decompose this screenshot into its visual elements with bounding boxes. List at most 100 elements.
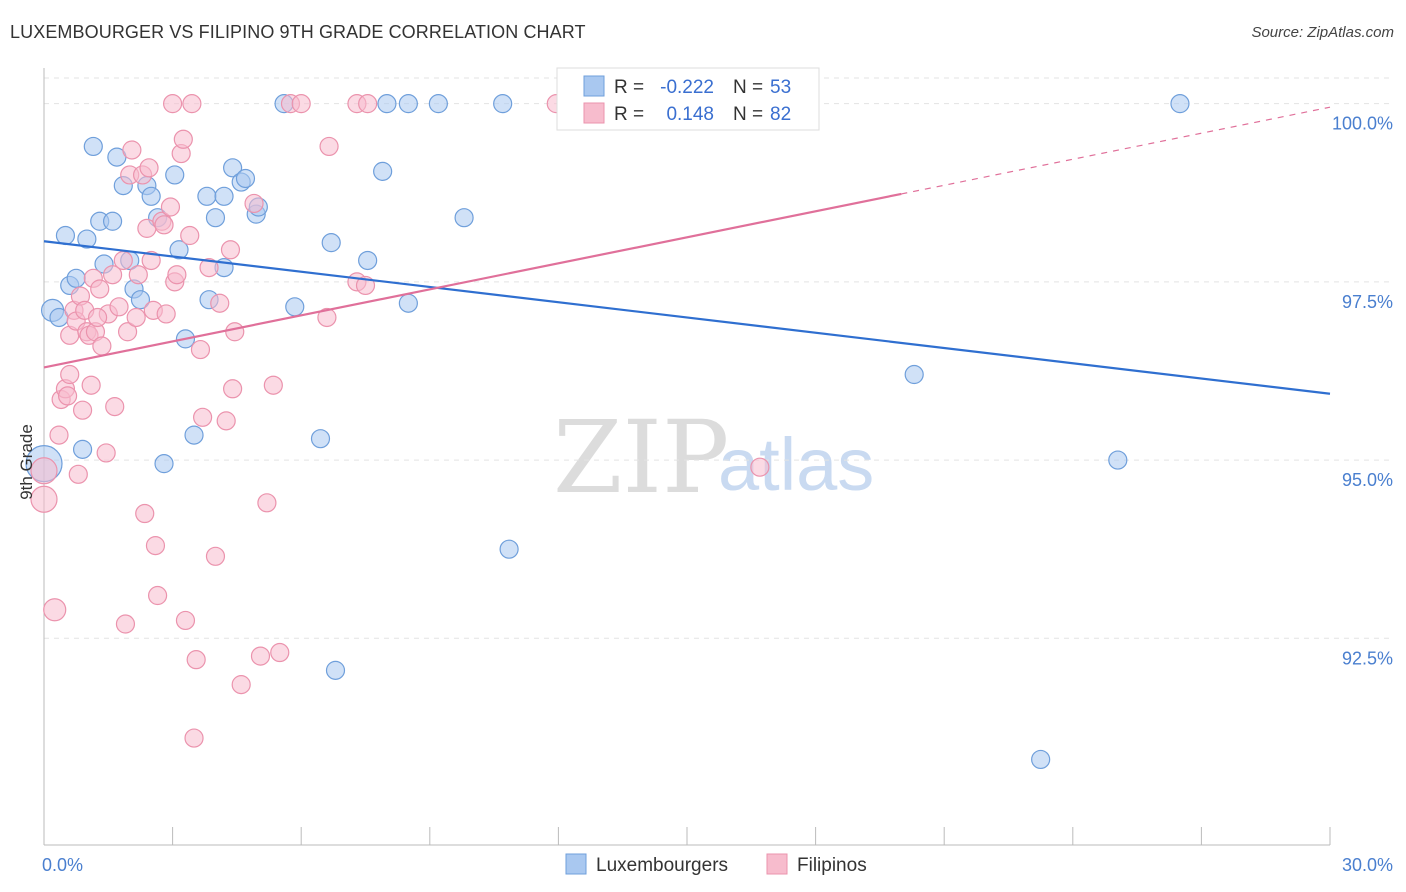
filipino-point (109, 297, 129, 317)
filipino-point (117, 322, 138, 342)
filipino-point (180, 225, 200, 246)
filipino-point (156, 304, 176, 324)
luxembourger-point (310, 429, 331, 449)
filipino-point (182, 94, 202, 114)
filipino-point (135, 503, 155, 524)
filipino-point (205, 546, 226, 566)
luxembourger-point (325, 660, 346, 680)
y-tick-label: 100.0% (1332, 114, 1393, 134)
filipino-point (126, 307, 146, 328)
luxembourger-point (83, 136, 103, 157)
filipino-point (145, 536, 166, 556)
filipino-trend-line-extension (901, 106, 1331, 195)
luxembourger-point (214, 186, 234, 206)
filipino-point (60, 364, 80, 385)
watermark-zip: ZIP (553, 399, 729, 516)
legend-n-value-2: 82 (770, 104, 791, 125)
filipino-point (163, 94, 183, 114)
filipinos-points (30, 94, 770, 748)
luxembourger-point (1108, 450, 1128, 470)
filipino-point (244, 193, 264, 214)
filipino-point (96, 443, 116, 463)
filipino-point (57, 386, 78, 406)
luxembourger-point (285, 297, 305, 317)
luxembourger-point (377, 94, 397, 114)
luxembourger-point (373, 161, 393, 181)
filipino-point (105, 397, 125, 417)
luxembourger-point (169, 240, 189, 260)
filipino-point (750, 457, 770, 477)
luxembourger-point (904, 364, 924, 385)
luxembourger-point (493, 94, 513, 114)
legend-swatch-pink (583, 102, 605, 124)
filipino-point (154, 215, 174, 235)
luxembourger-point (184, 425, 204, 445)
filipino-trend-line (43, 192, 902, 369)
legend-n-label-2: N = (733, 104, 763, 125)
filipino-point (92, 336, 112, 356)
y-tick-label: 95.0% (1342, 470, 1393, 490)
x-tick-labels: 0.0% 30.0% (42, 855, 1393, 875)
filipino-point (220, 240, 241, 260)
luxembourger-point (55, 225, 76, 246)
filipino-point (319, 136, 339, 157)
luxembourger-point (77, 229, 97, 249)
luxembourger-trend-line (43, 240, 1331, 395)
luxembourger-point (358, 250, 378, 271)
filipino-point (72, 400, 93, 420)
filipino-point (225, 322, 245, 342)
luxembourger-point (321, 233, 341, 253)
filipino-point (81, 375, 101, 395)
filipino-point (291, 94, 311, 114)
luxembourger-point (499, 539, 519, 559)
filipino-point (147, 585, 168, 606)
legend-r-value-2: 0.148 (666, 104, 714, 125)
watermark-atlas: atlas (718, 423, 874, 506)
filipino-point (102, 265, 123, 285)
luxembourger-point (165, 165, 185, 185)
y-tick-labels: 92.5% 95.0% 97.5% 100.0% (1332, 114, 1393, 669)
y-axis-label: 9th Grade (17, 424, 36, 500)
filipino-point (90, 279, 110, 299)
legend-n-value-1: 53 (770, 77, 791, 98)
luxembourger-point (235, 168, 256, 189)
luxembourger-point (197, 186, 217, 206)
gridlines (44, 77, 1392, 639)
filipino-point (87, 307, 108, 328)
filipino-point (263, 375, 283, 395)
filipino-point (160, 197, 181, 217)
filipino-point (270, 642, 290, 663)
luxembourger-point (398, 94, 418, 114)
filipino-point (139, 158, 159, 178)
filipino-point (175, 610, 196, 631)
luxembourger-point (1170, 94, 1190, 114)
filipino-point (30, 457, 58, 485)
series-legend-label-luxembourgers: Luxembourgers (596, 855, 728, 876)
series-legend-label-filipinos: Filipinos (797, 855, 867, 876)
chart-title: LUXEMBOURGER VS FILIPINO 9TH GRADE CORRE… (10, 22, 586, 42)
series-legend-swatch-luxembourgers (565, 853, 587, 875)
luxembourger-point (141, 186, 161, 206)
correlation-legend: R = -0.222 N = 53 R = 0.148 N = 82 (556, 67, 820, 131)
legend-r-label-2: R = (614, 104, 644, 125)
legend-n-label-1: N = (733, 77, 763, 98)
filipino-point (30, 485, 58, 513)
filipino-point (199, 257, 219, 278)
luxembourger-point (66, 268, 86, 288)
luxembourger-point (205, 208, 226, 228)
series-legend: Luxembourgers Filipinos (565, 853, 867, 876)
filipino-point (173, 129, 193, 149)
filipino-point (210, 293, 230, 313)
filipino-point (68, 464, 88, 484)
x-tick-label-min: 0.0% (42, 855, 83, 875)
filipino-point (250, 646, 271, 666)
filipino-point (128, 265, 148, 285)
filipino-point (216, 411, 236, 431)
filipino-point (49, 425, 69, 445)
filipino-point (223, 379, 243, 399)
filipino-point (43, 598, 67, 622)
filipino-point (257, 493, 277, 513)
filipino-point (317, 307, 337, 328)
legend-r-value-1: -0.222 (660, 77, 714, 98)
luxembourger-point (72, 439, 93, 459)
